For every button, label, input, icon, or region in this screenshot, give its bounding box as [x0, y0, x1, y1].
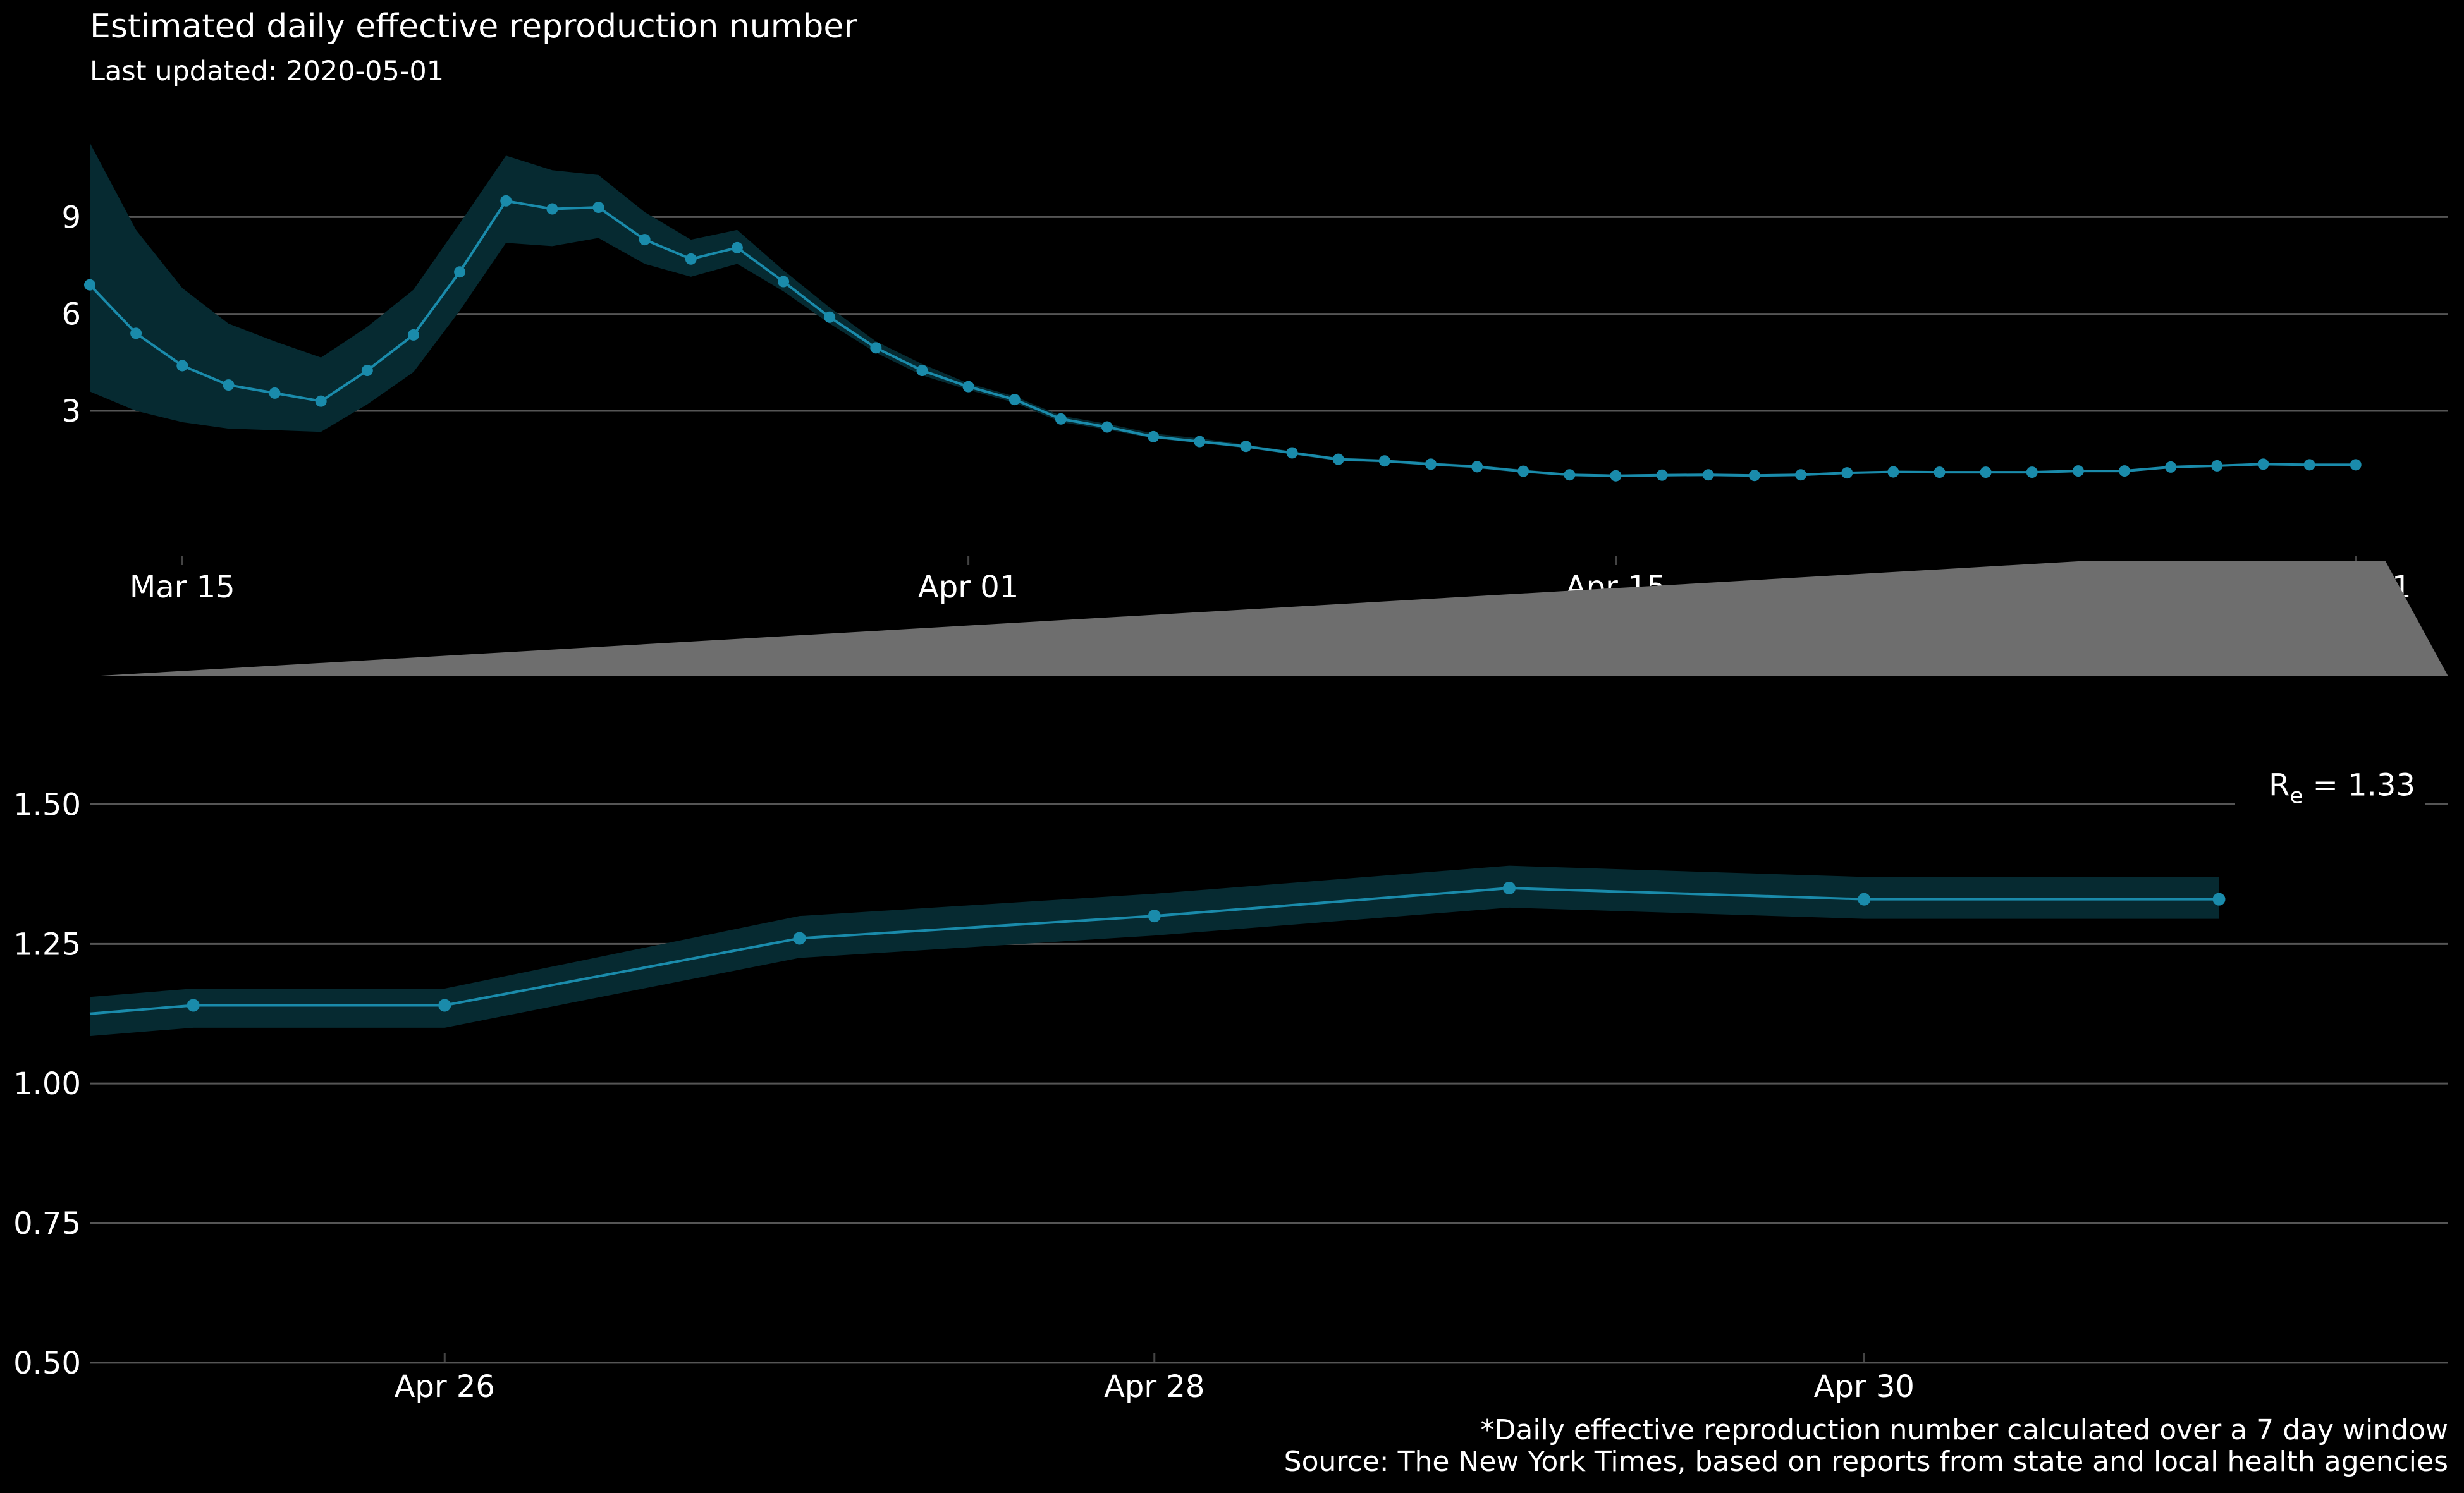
main-data-point	[731, 241, 743, 253]
main-data-point	[2257, 458, 2269, 470]
main-data-point	[269, 387, 281, 399]
main-data-point	[1425, 458, 1437, 470]
main-data-point	[1286, 447, 1298, 459]
main-data-point	[1887, 466, 1899, 478]
zoom-data-point	[1503, 882, 1516, 894]
main-data-point	[223, 379, 235, 391]
main-data-point	[2026, 466, 2038, 478]
footnote-caption: *Daily effective reproduction number cal…	[1480, 1414, 2448, 1446]
main-data-point	[685, 253, 697, 265]
main-data-point	[1055, 413, 1067, 425]
main-data-point	[546, 203, 558, 215]
main-data-point	[2119, 465, 2131, 477]
main-data-point	[639, 234, 651, 246]
main-data-point	[1240, 441, 1252, 453]
zoom-y-tick-label: 1.00	[13, 1066, 81, 1102]
main-data-point	[407, 329, 419, 341]
main-data-point	[454, 266, 466, 278]
main-data-point	[1148, 430, 1160, 442]
main-data-point	[2211, 460, 2223, 472]
zoom-y-tick-label: 0.50	[13, 1346, 81, 1381]
zoom-data-point	[438, 999, 451, 1012]
main-data-point	[916, 365, 928, 377]
annotation-label: Re = 1.33	[2269, 768, 2415, 809]
main-data-point	[84, 279, 95, 291]
main-x-tick-label: Mar 15	[130, 570, 235, 605]
main-data-point	[1564, 469, 1576, 481]
zoom-x-tick-label: Apr 30	[1814, 1369, 1915, 1405]
annotation-box	[2235, 762, 2425, 812]
zoom-x-tick-label: Apr 28	[1104, 1369, 1204, 1405]
zoom-x-tick-label: Apr 26	[395, 1369, 495, 1405]
zoom-y-tick-label: 0.75	[13, 1206, 81, 1241]
main-data-point	[1748, 470, 1760, 482]
main-y-tick-label: 3	[61, 394, 81, 429]
main-data-point	[2165, 461, 2177, 473]
main-data-point	[1517, 465, 1529, 477]
main-data-point	[870, 342, 882, 354]
main-data-point	[1610, 470, 1622, 482]
chart-subtitle: Last updated: 2020-05-01	[90, 56, 444, 87]
main-data-point	[2350, 459, 2362, 471]
main-data-point	[361, 365, 373, 377]
zoom-data-point	[1148, 910, 1161, 923]
main-data-point	[824, 311, 836, 323]
main-data-point	[1980, 466, 1992, 478]
zoom-data-point	[793, 932, 806, 945]
main-y-tick-label: 9	[61, 200, 81, 235]
zoom-confidence-ribbon	[90, 865, 2219, 1037]
zoom-data-point	[2212, 893, 2226, 906]
main-data-point	[1702, 469, 1714, 481]
zoom-y-tick-label: 1.50	[13, 788, 81, 823]
main-x-tick-label: Apr 01	[918, 570, 1019, 605]
main-data-point	[962, 381, 974, 393]
zoom-connector-band	[90, 561, 2448, 676]
main-data-point	[1934, 466, 1946, 478]
main-data-point	[592, 202, 604, 213]
main-series-line	[89, 199, 2356, 477]
main-data-point	[778, 276, 790, 288]
chart-title: Estimated daily effective reproduction n…	[90, 8, 857, 46]
main-data-point	[315, 395, 327, 407]
main-data-point	[176, 360, 188, 372]
main-data-point	[1101, 421, 1113, 433]
zoom-y-tick-label: 1.25	[13, 927, 81, 962]
main-data-point	[1378, 455, 1390, 467]
main-data-point	[1656, 469, 1668, 481]
source-caption: Source: The New York Times, based on rep…	[1284, 1446, 2448, 1478]
main-data-point	[1194, 436, 1206, 448]
main-y-tick-label: 6	[61, 297, 81, 332]
main-data-point	[1841, 467, 1853, 479]
main-data-point	[1332, 453, 1344, 465]
main-data-point	[1008, 394, 1021, 406]
main-confidence-ribbon	[90, 142, 2356, 477]
main-data-point	[500, 195, 512, 207]
zoom-series-line	[89, 886, 2219, 1015]
zoom-data-point	[1858, 893, 1871, 906]
main-data-point	[1471, 461, 1483, 473]
main-data-point	[1795, 469, 1807, 481]
main-data-point	[2072, 465, 2084, 477]
main-data-point	[130, 327, 142, 339]
main-data-point	[2303, 459, 2315, 471]
zoom-data-point	[187, 999, 200, 1012]
